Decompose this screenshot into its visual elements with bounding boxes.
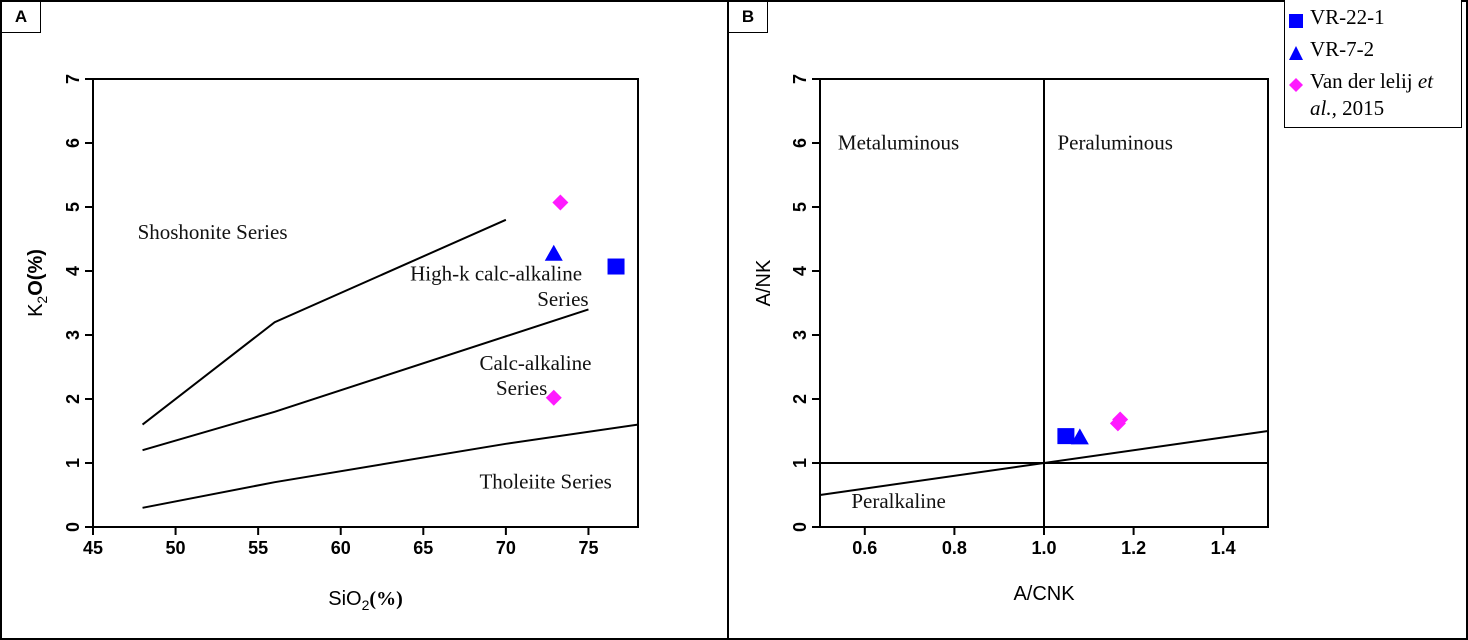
x-tick-label: 60 <box>331 538 351 558</box>
x-tick-label: 50 <box>166 538 186 558</box>
data-point-diamond <box>552 194 569 211</box>
y-axis-title: A/NK <box>753 259 775 306</box>
diamond-marker-icon <box>1288 73 1306 100</box>
y-tick-label: 6 <box>790 138 810 148</box>
x-axis-title: SiO2(%) <box>328 588 402 613</box>
triangle-marker-icon <box>1288 41 1306 68</box>
x-tick-label: 0.8 <box>942 538 967 558</box>
y-tick-label: 1 <box>63 458 83 468</box>
panel-b-plot: 0 1 2 3 4 5 6 7 0.6 0.8 1.0 1.2 1.4 A/CNK A/NK Metalumi… <box>753 74 1269 605</box>
y-tick-label: 5 <box>63 202 83 212</box>
x-tick-label: 1.4 <box>1211 538 1236 558</box>
legend-label: Van der lelij et al., 2015 <box>1310 68 1433 122</box>
x-tick-label: 45 <box>83 538 103 558</box>
x-tick-label: 1.0 <box>1031 538 1056 558</box>
region-label: Shoshonite Series <box>138 220 288 244</box>
legend-label-text: Van der lelij <box>1310 69 1418 93</box>
y-tick-label: 7 <box>63 74 83 84</box>
panel-a-label: A <box>2 2 41 33</box>
x-tick-label: 1.2 <box>1121 538 1146 558</box>
panel-divider <box>727 0 729 640</box>
y-tick-label: 3 <box>63 330 83 340</box>
x-axis-title: A/CNK <box>1013 583 1075 605</box>
data-point-diamond <box>1112 411 1129 428</box>
y-tick-label: 6 <box>63 138 83 148</box>
plot-area-frame <box>92 78 639 528</box>
shoshonite-boundary <box>141 218 507 426</box>
y-tick-label: 7 <box>790 74 810 84</box>
data-point-diamond <box>545 389 562 406</box>
region-label: Peraluminous <box>1057 130 1173 154</box>
x-tick-label: 65 <box>413 538 433 558</box>
y-tick-label: 1 <box>790 458 810 468</box>
data-point-square <box>1057 428 1075 445</box>
legend-label-italic: et <box>1417 69 1434 93</box>
region-label: Series <box>537 287 588 311</box>
x-tick-label: 75 <box>578 538 598 558</box>
y-tick-label: 4 <box>790 266 810 276</box>
y-tick-label: 5 <box>790 202 810 212</box>
data-point-triangle <box>544 244 563 261</box>
x-tick-label: 0.6 <box>852 538 877 558</box>
y-tick-label: 2 <box>790 394 810 404</box>
y-tick-label: 0 <box>63 522 83 532</box>
legend-item-vr-7-2: VR-7-2 <box>1285 36 1461 68</box>
legend-label-year: 2015 <box>1336 96 1385 120</box>
square-marker-icon <box>1288 9 1306 36</box>
panel-b-label: B <box>729 2 768 33</box>
region-label: Metaluminous <box>838 130 959 154</box>
legend-item-vr-22-1: VR-22-1 <box>1285 4 1461 36</box>
legend-label: VR-22-1 <box>1310 5 1385 29</box>
tholeiite-boundary <box>142 423 639 509</box>
legend-item-van-der-lelij: Van der lelij et al., 2015 <box>1285 68 1461 122</box>
peralkaline-boundary <box>819 430 1269 496</box>
region-label: High-k calc-alkaline <box>410 262 582 286</box>
y-axis-title: K2O(%) <box>25 249 50 317</box>
region-label: Peralkaline <box>851 489 945 513</box>
y-tick-label: 2 <box>63 394 83 404</box>
data-point-square <box>607 258 625 275</box>
y-tick-label: 3 <box>790 330 810 340</box>
legend: VR-22-1 VR-7-2 Van der lelij et al., 2015 <box>1284 0 1462 128</box>
legend-label: VR-7-2 <box>1310 37 1375 61</box>
legend-label-italic-2: al., <box>1310 96 1337 120</box>
x-tick-label: 70 <box>496 538 516 558</box>
high-k-boundary <box>142 308 589 452</box>
y-tick-label: 4 <box>63 266 83 276</box>
region-label: Tholeiite Series <box>479 470 611 494</box>
x-tick-label: 55 <box>248 538 268 558</box>
region-label: Series <box>496 376 547 400</box>
y-tick-label: 0 <box>790 522 810 532</box>
region-label: Calc-alkaline <box>479 351 591 375</box>
data-point-triangle <box>1070 428 1089 445</box>
